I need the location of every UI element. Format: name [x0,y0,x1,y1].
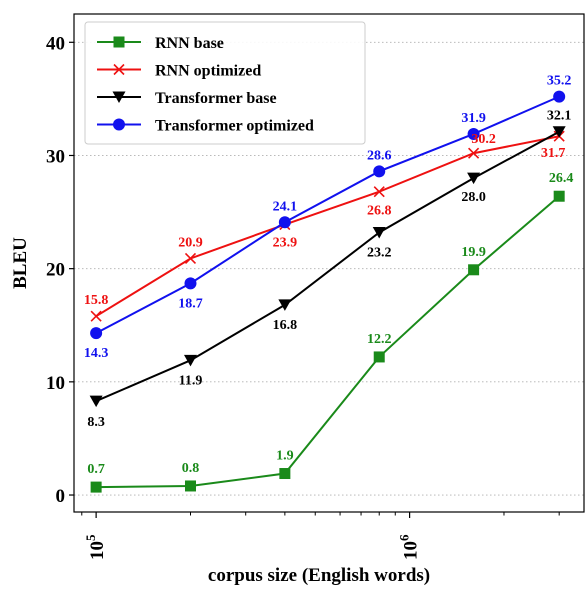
data-label: 23.9 [273,236,298,251]
data-label: 26.8 [367,204,392,219]
legend-item: RNN optimized [97,63,261,80]
data-point [373,165,386,178]
data-point [184,277,197,290]
data-point [372,226,386,239]
legend-marker [113,63,125,76]
x-tick-label: 105 [83,534,108,560]
data-label: 12.2 [367,332,392,347]
legend-item: RNN base [97,35,224,52]
data-point [279,468,291,480]
data-point [373,186,385,198]
y-tick-label: 30 [46,146,65,167]
legend: RNN base RNN optimized Transformer base Tra… [84,21,366,145]
legend-item: Transformer base [97,90,277,107]
series-layer [89,90,566,493]
y-tick-label: 20 [46,260,65,281]
legend-box [84,21,366,145]
legend-marker [113,36,125,48]
series-line [95,135,560,318]
series-rnn-optimized [90,130,565,322]
data-point [278,299,292,311]
data-label: 32.1 [547,109,572,124]
x-axis-title: corpus size (English words) [208,565,430,586]
y-axis-title: BLEU [10,237,31,289]
plot-frame [73,13,585,513]
data-point [90,310,102,322]
data-point [468,264,480,276]
legend-label: RNN optimized [155,63,261,80]
data-point [90,481,102,493]
legend-marker [112,91,126,103]
data-label: 16.8 [273,318,298,333]
legend-label: RNN base [155,35,224,52]
series-transformer-optimized [90,90,566,340]
data-label: 31.9 [461,111,486,126]
y-tick-label: 0 [56,486,66,507]
series-line [95,95,560,335]
legend-label: Transformer base [155,90,277,107]
x-tick-label: 106 [397,534,422,560]
data-label: 0.8 [182,461,200,476]
data-label: 20.9 [178,235,203,250]
axes: 0 10 20 30 40 105 106 [46,33,560,560]
legend-item: Transformer optimized [97,118,314,135]
data-label: 24.1 [273,199,298,214]
data-point [553,90,566,103]
data-label: 26.4 [549,171,574,186]
data-label: 19.9 [461,245,486,260]
data-label: 18.7 [178,296,203,311]
data-point [373,351,385,363]
data-label: 1.9 [276,449,294,464]
data-label: 35.2 [547,74,572,89]
data-label: 23.2 [367,245,392,260]
data-labels: 0.7 0.8 1.9 12.2 19.9 26.4 15.8 20.9 23.9 26.8 30.… [84,74,574,477]
data-label: 28.6 [367,148,392,163]
data-point [553,190,565,202]
data-point [184,252,197,265]
data-label: 11.9 [179,373,203,388]
data-label: 31.7 [541,146,566,161]
data-point [467,172,481,185]
data-point [278,216,291,229]
data-point [184,480,196,492]
series-transformer-base [89,126,566,408]
series-line [95,130,560,402]
data-point [183,354,197,367]
legend-label: Transformer optimized [155,118,314,135]
data-label: 30.2 [471,132,496,147]
series-rnn-base [90,190,565,493]
data-label: 14.3 [84,346,109,361]
grid [74,41,584,496]
legend-marker [113,118,125,131]
data-label: 8.3 [87,415,105,430]
data-label: 0.7 [87,462,105,477]
svg-text:106: 106 [397,534,422,560]
data-point [90,327,103,340]
data-point [467,127,480,140]
data-label: 15.8 [84,293,109,308]
data-label: 28.0 [461,190,486,205]
data-point [89,395,103,408]
y-tick-label: 40 [46,33,65,54]
svg-text:105: 105 [83,534,108,560]
data-point [468,147,480,159]
data-point [552,126,566,138]
series-line [96,195,560,489]
y-tick-label: 10 [46,373,65,394]
